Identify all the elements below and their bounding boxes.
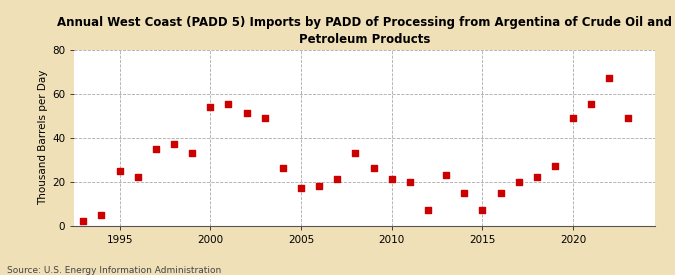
Point: [441, 173, 452, 177]
Point: [314, 184, 325, 188]
Point: [96, 212, 107, 217]
Point: [241, 111, 252, 116]
Point: [205, 104, 216, 109]
Point: [223, 102, 234, 107]
Point: [568, 116, 578, 120]
Point: [459, 190, 470, 195]
Point: [549, 164, 560, 168]
Point: [277, 166, 288, 170]
Point: [513, 179, 524, 184]
Point: [622, 116, 633, 120]
Point: [368, 166, 379, 170]
Point: [604, 76, 615, 80]
Y-axis label: Thousand Barrels per Day: Thousand Barrels per Day: [38, 70, 48, 205]
Point: [114, 168, 125, 173]
Point: [259, 116, 270, 120]
Point: [531, 175, 542, 179]
Point: [404, 179, 415, 184]
Text: Source: U.S. Energy Information Administration: Source: U.S. Energy Information Administ…: [7, 266, 221, 275]
Point: [332, 177, 343, 182]
Point: [350, 151, 361, 155]
Point: [477, 208, 488, 212]
Point: [78, 219, 88, 223]
Point: [187, 151, 198, 155]
Point: [296, 186, 306, 190]
Point: [495, 190, 506, 195]
Title: Annual West Coast (PADD 5) Imports by PADD of Processing from Argentina of Crude: Annual West Coast (PADD 5) Imports by PA…: [57, 16, 672, 46]
Point: [169, 142, 180, 146]
Point: [423, 208, 433, 212]
Point: [586, 102, 597, 107]
Point: [386, 177, 397, 182]
Point: [151, 146, 161, 151]
Point: [132, 175, 143, 179]
